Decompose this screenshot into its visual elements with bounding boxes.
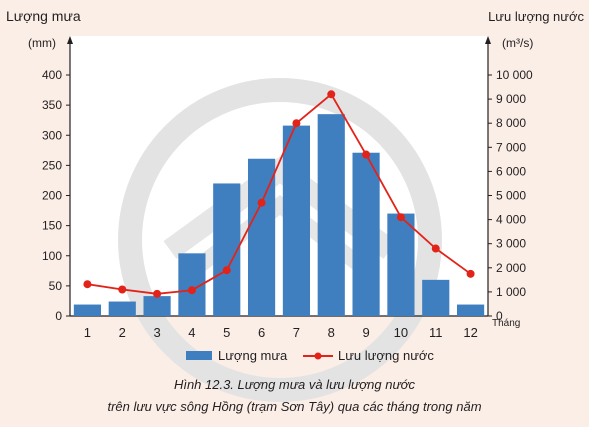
- right-tick-label: 2 000: [496, 261, 526, 275]
- x-tick-label: 1: [84, 325, 91, 340]
- left-tick-label: 0: [55, 309, 62, 323]
- right-tick-label: 3 000: [496, 237, 526, 251]
- line-point: [222, 266, 231, 275]
- right-tick-label: 4 000: [496, 213, 526, 227]
- left-tick-label: 300: [42, 128, 62, 142]
- line-point: [153, 289, 162, 298]
- left-tick-label: 250: [42, 158, 62, 172]
- x-tick-label: 10: [394, 325, 408, 340]
- line-point: [327, 90, 336, 99]
- bar: [108, 301, 136, 316]
- line-point: [187, 286, 196, 295]
- left-tick-label: 200: [42, 189, 62, 203]
- right-tick-label: 9 000: [496, 92, 526, 106]
- right-tick-label: 10 000: [496, 68, 533, 82]
- x-tick-label: 3: [153, 325, 160, 340]
- right-axis-arrow: [485, 36, 491, 44]
- legend: Lượng mưa Lưu lượng nước: [186, 348, 434, 363]
- right-tick-label: 1 000: [496, 285, 526, 299]
- left-axis-title: Lượng mưa: [6, 8, 81, 24]
- line-point: [431, 244, 440, 253]
- bar: [73, 304, 102, 316]
- bar: [213, 183, 241, 316]
- line-point: [118, 285, 127, 294]
- x-tick-label: 7: [293, 325, 300, 340]
- x-tick-label: 6: [258, 325, 265, 340]
- line-point: [83, 280, 92, 289]
- line-point: [362, 150, 371, 159]
- right-tick-label: 7 000: [496, 140, 526, 154]
- left-tick-label: 400: [42, 68, 62, 82]
- left-tick-label: 50: [49, 279, 63, 293]
- left-tick-label: 150: [42, 219, 62, 233]
- x-tick-label: 8: [328, 325, 335, 340]
- x-tick-label: 4: [188, 325, 195, 340]
- x-tick-label: 9: [362, 325, 369, 340]
- bar: [352, 152, 380, 316]
- x-tick-label: 2: [119, 325, 126, 340]
- right-tick-label: 0: [496, 309, 503, 323]
- x-tick-label: 11: [429, 325, 443, 340]
- right-axis-ticks: 0 1 000 2 000 3 000 4 000 5 000 6 000 7 000 8 00…: [488, 68, 533, 323]
- x-axis-ticks: 1 2 3 4 5 6 7 8 9 10 11 12: [84, 325, 478, 340]
- bar: [456, 304, 485, 316]
- legend-swatch-marker: [314, 352, 322, 360]
- legend-label-line: Lưu lượng nước: [338, 348, 434, 363]
- bar: [387, 213, 415, 316]
- line-point: [257, 198, 266, 207]
- line-point: [466, 269, 475, 278]
- line-point: [396, 213, 405, 222]
- bar: [143, 296, 171, 316]
- right-axis-unit: (m³/s): [502, 36, 533, 50]
- left-axis-ticks: 0 50 100 150 200 250 300 350 400: [42, 68, 70, 323]
- right-tick-label: 5 000: [496, 189, 526, 203]
- bar: [422, 279, 450, 316]
- legend-label-bar: Lượng mưa: [218, 348, 288, 363]
- bar: [247, 158, 276, 316]
- left-axis-arrow: [67, 36, 73, 44]
- x-tick-label: 5: [223, 325, 230, 340]
- right-tick-label: 6 000: [496, 164, 526, 178]
- right-tick-label: 8 000: [496, 116, 526, 130]
- x-tick-label: 12: [463, 325, 477, 340]
- series-line: [87, 92, 472, 295]
- left-tick-label: 100: [42, 249, 62, 263]
- left-axis-unit: (mm): [28, 36, 56, 50]
- bar: [282, 125, 311, 316]
- line-series: [83, 90, 475, 298]
- x-axis-unit: Tháng: [492, 318, 520, 329]
- figure-caption-line2: trên lưu vực sông Hồng (trạm Sơn Tây) qu…: [107, 399, 482, 414]
- figure-caption-line1: Hình 12.3. Lượng mưa và lưu lượng nước: [173, 377, 416, 392]
- right-axis-title: Lưu lượng nước: [488, 9, 584, 24]
- bar: [317, 114, 345, 316]
- line-point: [292, 119, 301, 128]
- left-tick-label: 350: [42, 98, 62, 112]
- legend-swatch-bar: [186, 351, 212, 360]
